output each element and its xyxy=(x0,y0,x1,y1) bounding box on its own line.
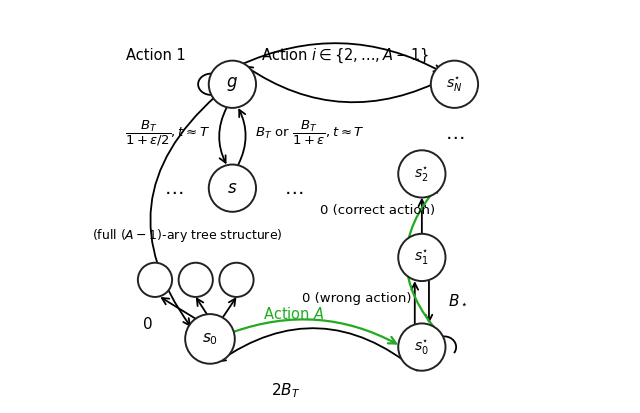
FancyArrowPatch shape xyxy=(222,299,236,319)
Circle shape xyxy=(209,164,256,212)
Text: $s_N^{\star}$: $s_N^{\star}$ xyxy=(446,75,463,94)
Circle shape xyxy=(431,61,478,108)
Text: Action 1: Action 1 xyxy=(127,48,186,63)
FancyArrowPatch shape xyxy=(246,66,447,102)
Text: $s_0$: $s_0$ xyxy=(202,331,218,347)
FancyArrowPatch shape xyxy=(412,283,418,323)
FancyArrowPatch shape xyxy=(238,110,246,164)
Circle shape xyxy=(220,263,253,297)
Text: $B_T$ or $\dfrac{B_T}{1+\varepsilon}, t\approx T$: $B_T$ or $\dfrac{B_T}{1+\varepsilon}, t\… xyxy=(255,119,365,147)
Text: (full $(A-1)$-ary tree structure): (full $(A-1)$-ary tree structure) xyxy=(92,226,283,244)
Circle shape xyxy=(179,263,213,297)
Text: Action $i \in \{2,\ldots,A-1\}$: Action $i \in \{2,\ldots,A-1\}$ xyxy=(261,47,429,65)
Text: $2B_T$: $2B_T$ xyxy=(271,381,300,400)
Text: $s_0^{\star}$: $s_0^{\star}$ xyxy=(415,337,429,357)
FancyArrowPatch shape xyxy=(162,298,196,319)
FancyArrowPatch shape xyxy=(219,108,227,163)
Circle shape xyxy=(209,61,256,108)
Text: $\ldots$: $\ldots$ xyxy=(164,179,183,198)
Text: $s$: $s$ xyxy=(227,179,237,197)
Text: 0 (correct action): 0 (correct action) xyxy=(320,204,435,217)
Circle shape xyxy=(398,323,445,371)
Text: $B_\star$: $B_\star$ xyxy=(449,292,468,308)
Circle shape xyxy=(398,234,445,281)
Text: 0 (wrong action): 0 (wrong action) xyxy=(301,292,411,305)
Circle shape xyxy=(398,150,445,197)
Text: $s_1^{\star}$: $s_1^{\star}$ xyxy=(415,248,429,267)
Circle shape xyxy=(138,263,172,297)
Text: $\dfrac{B_T}{1+\varepsilon/2}, t\approx T$: $\dfrac{B_T}{1+\varepsilon/2}, t\approx … xyxy=(125,119,211,148)
Text: $g$: $g$ xyxy=(227,75,238,93)
Circle shape xyxy=(185,314,235,364)
FancyArrowPatch shape xyxy=(406,185,441,335)
Text: $\ldots$: $\ldots$ xyxy=(284,179,303,198)
Text: $\ldots$: $\ldots$ xyxy=(445,123,464,142)
FancyArrowPatch shape xyxy=(197,299,207,315)
Text: Action $A$: Action $A$ xyxy=(263,306,324,323)
Text: $s_2^{\star}$: $s_2^{\star}$ xyxy=(415,164,429,183)
FancyArrowPatch shape xyxy=(234,319,396,344)
FancyArrowPatch shape xyxy=(426,281,432,321)
FancyArrowPatch shape xyxy=(419,199,425,234)
FancyArrowPatch shape xyxy=(219,328,417,371)
Text: 0: 0 xyxy=(143,317,153,332)
FancyArrowPatch shape xyxy=(150,96,216,325)
FancyArrowPatch shape xyxy=(239,43,441,71)
